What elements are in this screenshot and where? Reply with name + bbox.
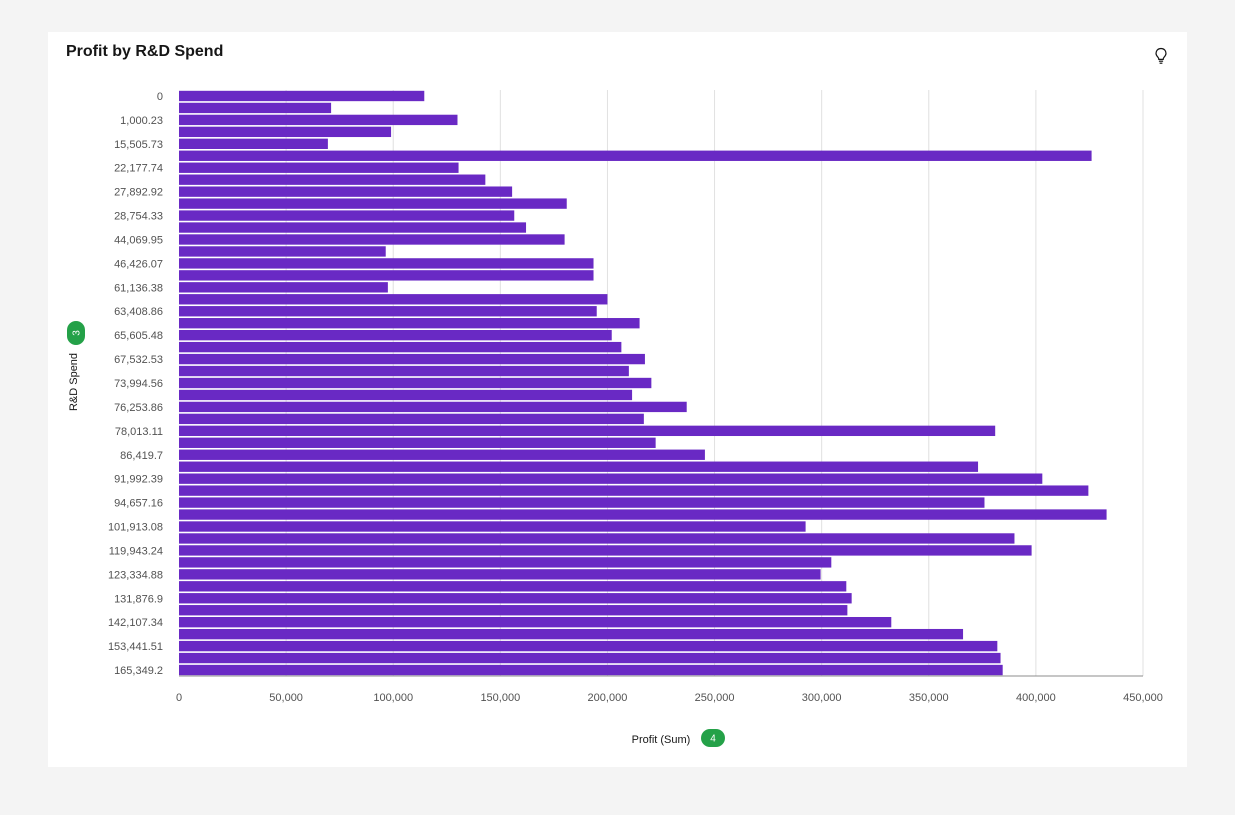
y-tick-label: 123,334.88	[108, 569, 163, 581]
bar[interactable]	[179, 198, 567, 209]
y-tick-label: 65,605.48	[114, 330, 163, 342]
x-tick-label: 450,000	[1123, 692, 1163, 704]
y-tick-label: 27,892.92	[114, 187, 163, 199]
y-tick-label: 15,505.73	[114, 139, 163, 151]
y-tick-label: 94,657.16	[114, 498, 163, 510]
x-tick-label: 200,000	[588, 692, 628, 704]
bar[interactable]	[179, 246, 386, 257]
bar[interactable]	[179, 222, 527, 233]
bar[interactable]	[179, 90, 425, 102]
bar[interactable]	[179, 485, 1089, 496]
bar[interactable]	[179, 365, 629, 377]
y-tick-label: 63,408.86	[114, 306, 163, 318]
x-axis-badge: 4	[701, 729, 725, 747]
y-tick-label: 1,000.23	[120, 115, 163, 127]
bar[interactable]	[179, 294, 608, 305]
bar[interactable]	[179, 449, 705, 460]
y-tick-labels: 0 1,000.23 15,505.73 22,177.74 27,892.92 28,7…	[108, 91, 163, 677]
bar[interactable]	[179, 258, 594, 269]
bar[interactable]	[179, 569, 821, 580]
x-tick-label: 300,000	[802, 692, 842, 704]
y-tick-label: 153,441.51	[108, 641, 163, 653]
x-tick-label: 50,000	[269, 692, 303, 704]
chart-card: Profit by R&D Spend 0 1,000.23 15,505.73 22…	[48, 32, 1187, 767]
bar[interactable]	[179, 210, 515, 221]
y-tick-label: 131,876.9	[114, 593, 163, 605]
y-tick-label: 101,913.08	[108, 522, 163, 534]
x-tick-label: 250,000	[695, 692, 735, 704]
x-tick-label: 0	[176, 692, 182, 704]
bar[interactable]	[179, 282, 388, 293]
bar[interactable]	[179, 497, 985, 508]
y-tick-label: 165,349.2	[114, 665, 163, 677]
y-axis-badge: 3	[67, 321, 85, 345]
y-tick-label: 76,253.86	[114, 402, 163, 414]
bar[interactable]	[179, 162, 459, 173]
y-tick-label: 91,992.39	[114, 474, 163, 486]
bar[interactable]	[179, 617, 892, 628]
bar[interactable]	[179, 473, 1043, 484]
bar[interactable]	[179, 605, 848, 616]
y-tick-label: 22,177.74	[114, 163, 163, 175]
bars	[179, 90, 1107, 676]
bar[interactable]	[179, 270, 594, 281]
y-tick-label: 28,754.33	[114, 211, 163, 223]
bar[interactable]	[179, 437, 656, 448]
x-tick-labels: 0 50,000 100,000 150,000 200,000 250,000 300,0…	[176, 692, 1163, 704]
y-tick-label: 73,994.56	[114, 378, 163, 390]
bar[interactable]	[179, 664, 1003, 676]
bar[interactable]	[179, 652, 1001, 664]
bar[interactable]	[179, 533, 1015, 544]
y-tick-label: 86,419.7	[120, 450, 163, 462]
chart-title: Profit by R&D Spend	[66, 43, 224, 60]
bar[interactable]	[179, 461, 979, 472]
y-axis-title: R&D Spend	[68, 353, 80, 411]
bar[interactable]	[179, 545, 1032, 556]
x-tick-label: 400,000	[1016, 692, 1056, 704]
bar[interactable]	[179, 329, 612, 341]
y-tick-label: 46,426.07	[114, 258, 163, 270]
y-tick-label: 44,069.95	[114, 234, 163, 246]
bar[interactable]	[179, 521, 806, 532]
y-tick-label: 0	[157, 91, 163, 103]
bar[interactable]	[179, 557, 832, 568]
lightbulb-icon[interactable]	[1152, 46, 1170, 66]
bar[interactable]	[179, 353, 645, 365]
y-tick-label: 61,136.38	[114, 282, 163, 294]
y-tick-label: 142,107.34	[108, 617, 163, 629]
bar[interactable]	[179, 102, 332, 114]
bar[interactable]	[179, 413, 644, 425]
bar[interactable]	[179, 401, 687, 413]
x-tick-label: 350,000	[909, 692, 949, 704]
bar[interactable]	[179, 628, 964, 640]
bar[interactable]	[179, 138, 328, 149]
x-axis-badge-text: 4	[710, 734, 716, 745]
bar[interactable]	[179, 640, 998, 652]
bar[interactable]	[179, 509, 1107, 520]
x-tick-label: 150,000	[480, 692, 520, 704]
bar[interactable]	[179, 389, 633, 401]
bar[interactable]	[179, 425, 996, 437]
bar[interactable]	[179, 126, 392, 138]
bar[interactable]	[179, 306, 597, 317]
bar[interactable]	[179, 581, 847, 592]
bar[interactable]	[179, 593, 852, 604]
bar[interactable]	[179, 186, 513, 197]
y-axis-badge-text: 3	[72, 330, 83, 336]
bar[interactable]	[179, 114, 458, 126]
bar[interactable]	[179, 174, 486, 185]
bar-chart: 0 1,000.23 15,505.73 22,177.74 27,892.92 28,7…	[67, 90, 1163, 747]
x-tick-label: 100,000	[373, 692, 413, 704]
bar[interactable]	[179, 318, 640, 329]
bar[interactable]	[179, 234, 565, 245]
bar[interactable]	[179, 377, 652, 389]
bar[interactable]	[179, 341, 622, 353]
y-tick-label: 119,943.24	[109, 545, 163, 557]
y-tick-label: 67,532.53	[114, 354, 163, 366]
y-tick-label: 78,013.11	[115, 426, 163, 438]
x-axis-title: Profit (Sum)	[632, 734, 691, 746]
bar[interactable]	[179, 150, 1092, 161]
